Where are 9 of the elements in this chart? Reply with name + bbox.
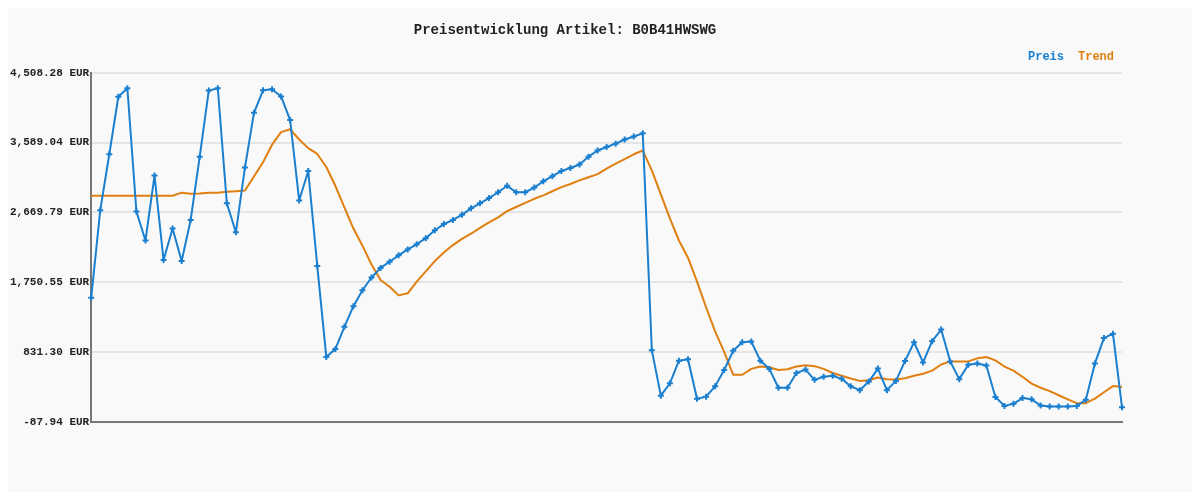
text: Trend — [1077, 49, 1115, 64]
y-tick-label: 2,669.79 EUR — [9, 206, 90, 219]
y-tick-label: 3,589.04 EUR — [9, 136, 90, 149]
y-tick-label: 4,508.28 EUR — [9, 66, 90, 79]
chart-title: Preisentwicklung Artikel: B0B41HWSWG — [413, 21, 717, 38]
text: Preis — [1027, 49, 1064, 64]
y-tick-label: -87.94 EUR — [23, 415, 90, 428]
y-tick-label: 1,750.55 EUR — [9, 276, 90, 289]
y-tick-label: 831.30 EUR — [23, 345, 90, 358]
